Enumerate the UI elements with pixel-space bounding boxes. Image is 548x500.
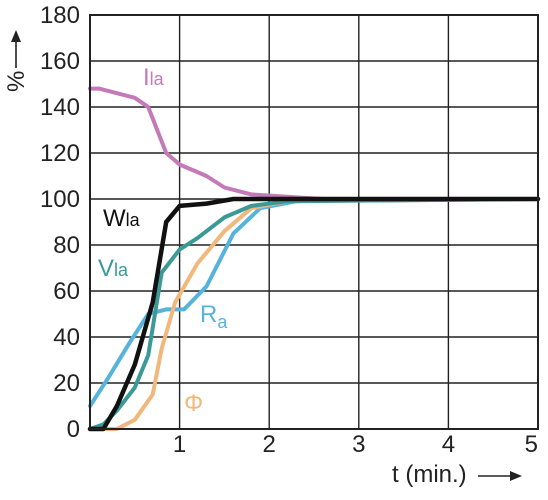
y-tick-label: 20 [53,370,80,397]
series-label-4: Ra [200,301,228,332]
series-line-1 [88,86,540,201]
x-tick-label: 2 [263,431,276,458]
y-tick-label: 60 [53,278,80,305]
series-label-1: Ila [143,64,165,91]
x-tick-label: 1 [173,431,186,458]
y-axis-title: % [3,71,30,92]
y-tick-label: 0 [67,416,80,443]
x-tick-label: 5 [525,431,538,458]
x-axis-arrow [478,471,522,481]
y-axis-arrow [11,30,21,68]
y-tick-label: 40 [53,324,80,351]
series-line-2 [87,196,541,432]
x-tick-label: 4 [442,431,455,458]
tick-labels: 0 20 40 60 80 100 120 140 160 180 1 2 3 4 5 [40,2,538,458]
plot-frame [89,14,539,430]
series-lines [87,86,541,432]
y-tick-label: 80 [53,232,80,259]
plot-border [89,14,539,430]
series-line-3 [88,197,540,431]
series-line-5 [88,197,540,431]
series-label-5: Φ [184,390,203,417]
y-tick-label: 180 [40,2,80,29]
x-axis-title: t (min.) [392,461,467,488]
y-tick-label: 100 [40,186,80,213]
series-label-2: Wla [103,205,141,232]
series-labels: Ila Wla Vla Ra Φ [98,64,228,417]
x-tick-label: 3 [352,431,365,458]
y-tick-label: 120 [40,140,80,167]
y-tick-label: 140 [40,94,80,121]
y-tick-label: 160 [40,48,80,75]
series-label-3: Vla [98,255,129,282]
